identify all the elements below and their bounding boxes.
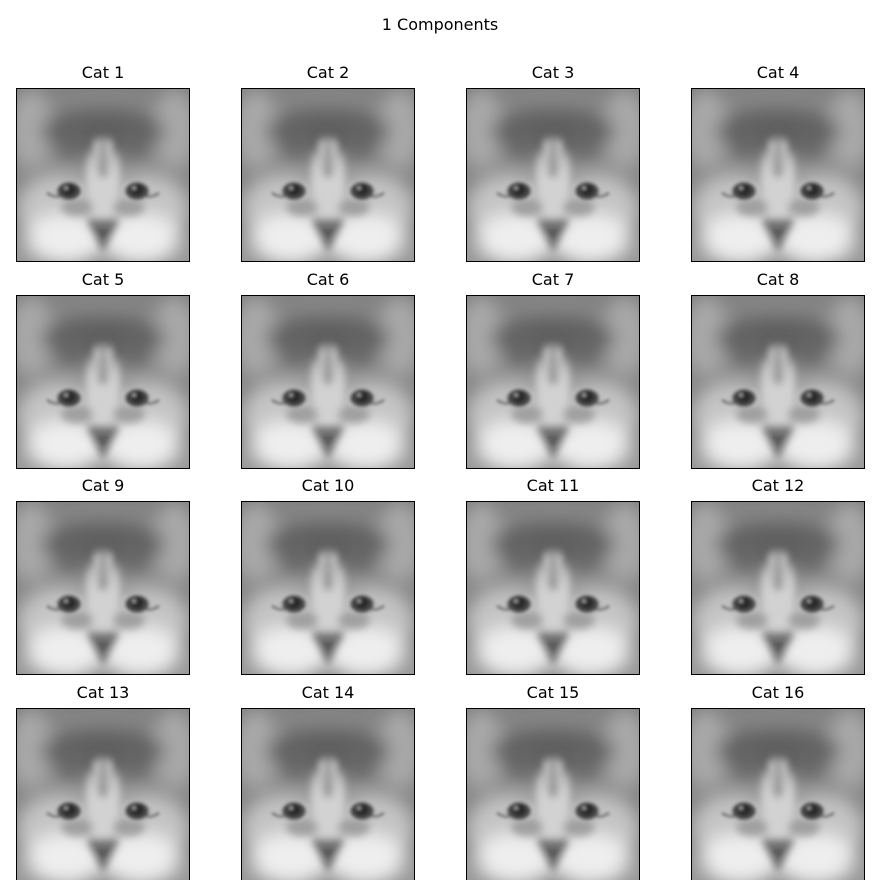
cat-face-image — [241, 501, 415, 675]
cat-panel-16: Cat 16 — [691, 683, 865, 880]
cat-face-image — [691, 88, 865, 262]
cat-panel-title: Cat 9 — [81, 476, 125, 495]
cat-panel-4: Cat 4 — [691, 63, 865, 262]
cat-face-image — [466, 708, 640, 880]
cat-panel-title: Cat 4 — [756, 63, 800, 82]
cat-face-image — [241, 88, 415, 262]
cat-panel-title: Cat 15 — [526, 683, 580, 702]
cat-panel-title: Cat 16 — [751, 683, 805, 702]
cat-face-image — [691, 708, 865, 880]
cat-face-image — [691, 295, 865, 469]
cat-panel-1: Cat 1 — [16, 63, 190, 262]
cat-face-image — [466, 88, 640, 262]
cat-panel-title: Cat 8 — [756, 270, 800, 289]
cat-panel-title: Cat 11 — [526, 476, 580, 495]
cat-face-image — [241, 708, 415, 880]
cat-panel-title: Cat 6 — [306, 270, 350, 289]
cat-face-image — [241, 295, 415, 469]
cat-panel-title: Cat 7 — [531, 270, 575, 289]
cat-face-image — [16, 501, 190, 675]
cat-face-image — [466, 501, 640, 675]
cat-face-image — [16, 708, 190, 880]
cat-panel-title: Cat 13 — [76, 683, 130, 702]
cat-panel-10: Cat 10 — [241, 476, 415, 675]
cat-panel-title: Cat 2 — [306, 63, 350, 82]
cat-panel-8: Cat 8 — [691, 270, 865, 469]
cat-panel-12: Cat 12 — [691, 476, 865, 675]
cat-panel-title: Cat 12 — [751, 476, 805, 495]
cat-face-image — [16, 295, 190, 469]
cat-face-image — [466, 295, 640, 469]
cat-face-image — [16, 88, 190, 262]
cat-panel-6: Cat 6 — [241, 270, 415, 469]
cat-panel-title: Cat 3 — [531, 63, 575, 82]
cat-panel-2: Cat 2 — [241, 63, 415, 262]
cat-face-image — [691, 501, 865, 675]
cat-panel-14: Cat 14 — [241, 683, 415, 880]
cat-panel-9: Cat 9 — [16, 476, 190, 675]
cat-panel-11: Cat 11 — [466, 476, 640, 675]
cat-panel-title: Cat 5 — [81, 270, 125, 289]
cat-panel-title: Cat 10 — [301, 476, 355, 495]
figure-suptitle: 1 Components — [381, 15, 499, 34]
cat-panel-5: Cat 5 — [16, 270, 190, 469]
cat-panel-title: Cat 14 — [301, 683, 355, 702]
cat-panel-3: Cat 3 — [466, 63, 640, 262]
cat-panel-15: Cat 15 — [466, 683, 640, 880]
cat-panel-13: Cat 13 — [16, 683, 190, 880]
cat-panel-7: Cat 7 — [466, 270, 640, 469]
cat-panel-title: Cat 1 — [81, 63, 125, 82]
